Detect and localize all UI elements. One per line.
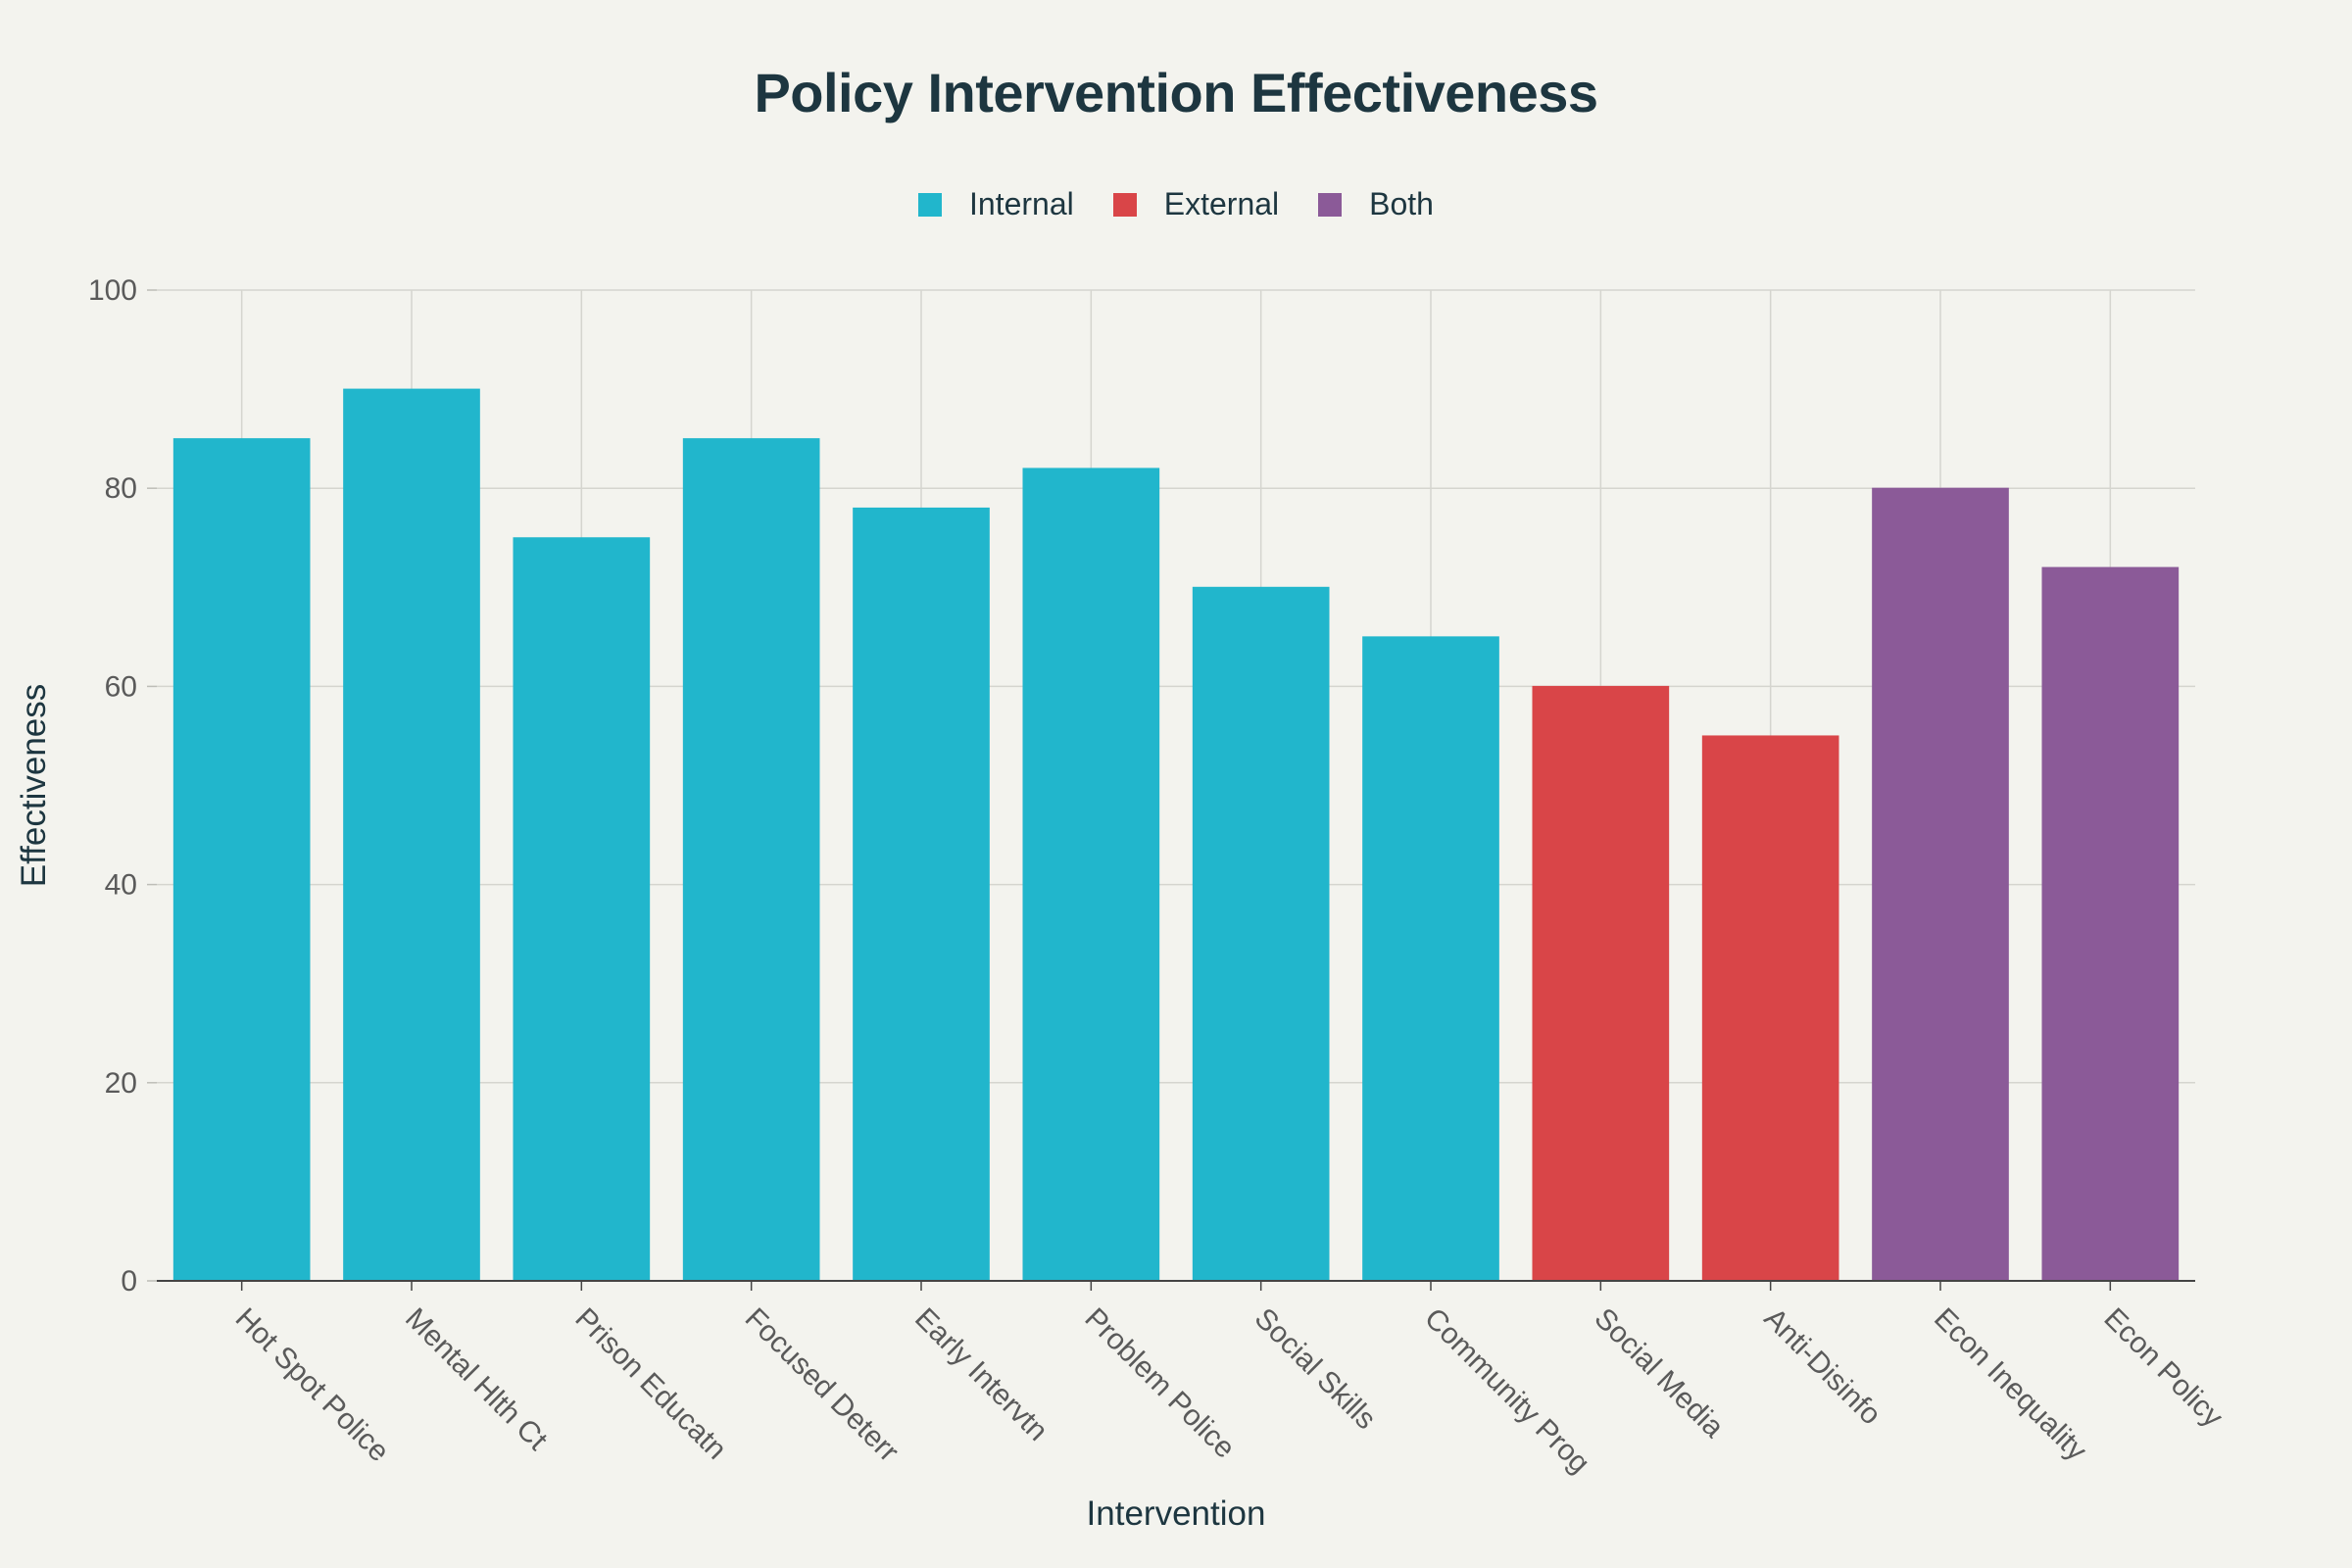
x-tick-label: Econ Policy xyxy=(2097,1302,2229,1434)
legend-label-internal: Internal xyxy=(969,186,1074,221)
x-axis-title: Intervention xyxy=(1087,1494,1266,1533)
x-tick-label: Early Intervtn xyxy=(908,1302,1054,1447)
legend-item-both[interactable]: Both xyxy=(1318,186,1434,222)
bar-social-media[interactable] xyxy=(1532,685,1670,1282)
bar-problem-police[interactable] xyxy=(1022,467,1160,1282)
legend-label-external: External xyxy=(1163,186,1280,221)
legend-item-external[interactable]: External xyxy=(1112,186,1280,222)
bar-early-intervtn[interactable] xyxy=(853,507,990,1282)
x-tick-label: Hot Spot Police xyxy=(229,1302,396,1469)
x-tick-label: Anti-Disinfo xyxy=(1758,1302,1887,1432)
bar-focused-deterr[interactable] xyxy=(682,438,820,1282)
x-tick-label: Problem Police xyxy=(1078,1302,1241,1465)
legend: Internal External Both xyxy=(0,186,2352,222)
legend-swatch-external xyxy=(1112,192,1137,217)
bar-econ-inequality[interactable] xyxy=(1872,487,2009,1282)
x-tick-label: Econ Inequality xyxy=(1928,1302,2092,1467)
x-tick-label: Social Media xyxy=(1588,1302,1730,1445)
x-tick-label: Mental Hlth Ct xyxy=(399,1302,554,1457)
y-axis-title: Effectiveness xyxy=(15,684,53,888)
bar-hot-spot-police[interactable] xyxy=(172,438,311,1282)
x-tick-label: Social Skills xyxy=(1249,1302,1383,1437)
bar-community-prog[interactable] xyxy=(1362,636,1499,1282)
bar-mental-hlth-ct[interactable] xyxy=(343,388,480,1282)
y-tick-label: 100 xyxy=(88,274,137,307)
bar-layer xyxy=(172,388,2180,1282)
chart-title: Policy Intervention Effectiveness xyxy=(754,62,1598,123)
legend-swatch-both xyxy=(1318,192,1343,217)
bar-social-skills[interactable] xyxy=(1192,586,1330,1282)
y-tick-label: 40 xyxy=(105,869,137,902)
legend-swatch-internal xyxy=(918,192,943,217)
y-tick-label: 20 xyxy=(105,1067,137,1100)
bar-anti-disinfo[interactable] xyxy=(1701,735,1839,1282)
bar-prison-educatn[interactable] xyxy=(513,537,651,1282)
legend-item-internal[interactable]: Internal xyxy=(918,186,1074,222)
y-tick-label: 60 xyxy=(105,670,137,703)
x-tick-label: Focused Deterr xyxy=(739,1302,906,1469)
legend-label-both: Both xyxy=(1369,186,1434,221)
y-tick-label: 80 xyxy=(105,472,137,505)
x-tick-label: Community Prog xyxy=(1418,1302,1595,1480)
y-tick-label: 0 xyxy=(121,1265,137,1298)
bar-econ-policy[interactable] xyxy=(2041,566,2180,1282)
x-tick-label: Prison Educatn xyxy=(568,1302,732,1466)
